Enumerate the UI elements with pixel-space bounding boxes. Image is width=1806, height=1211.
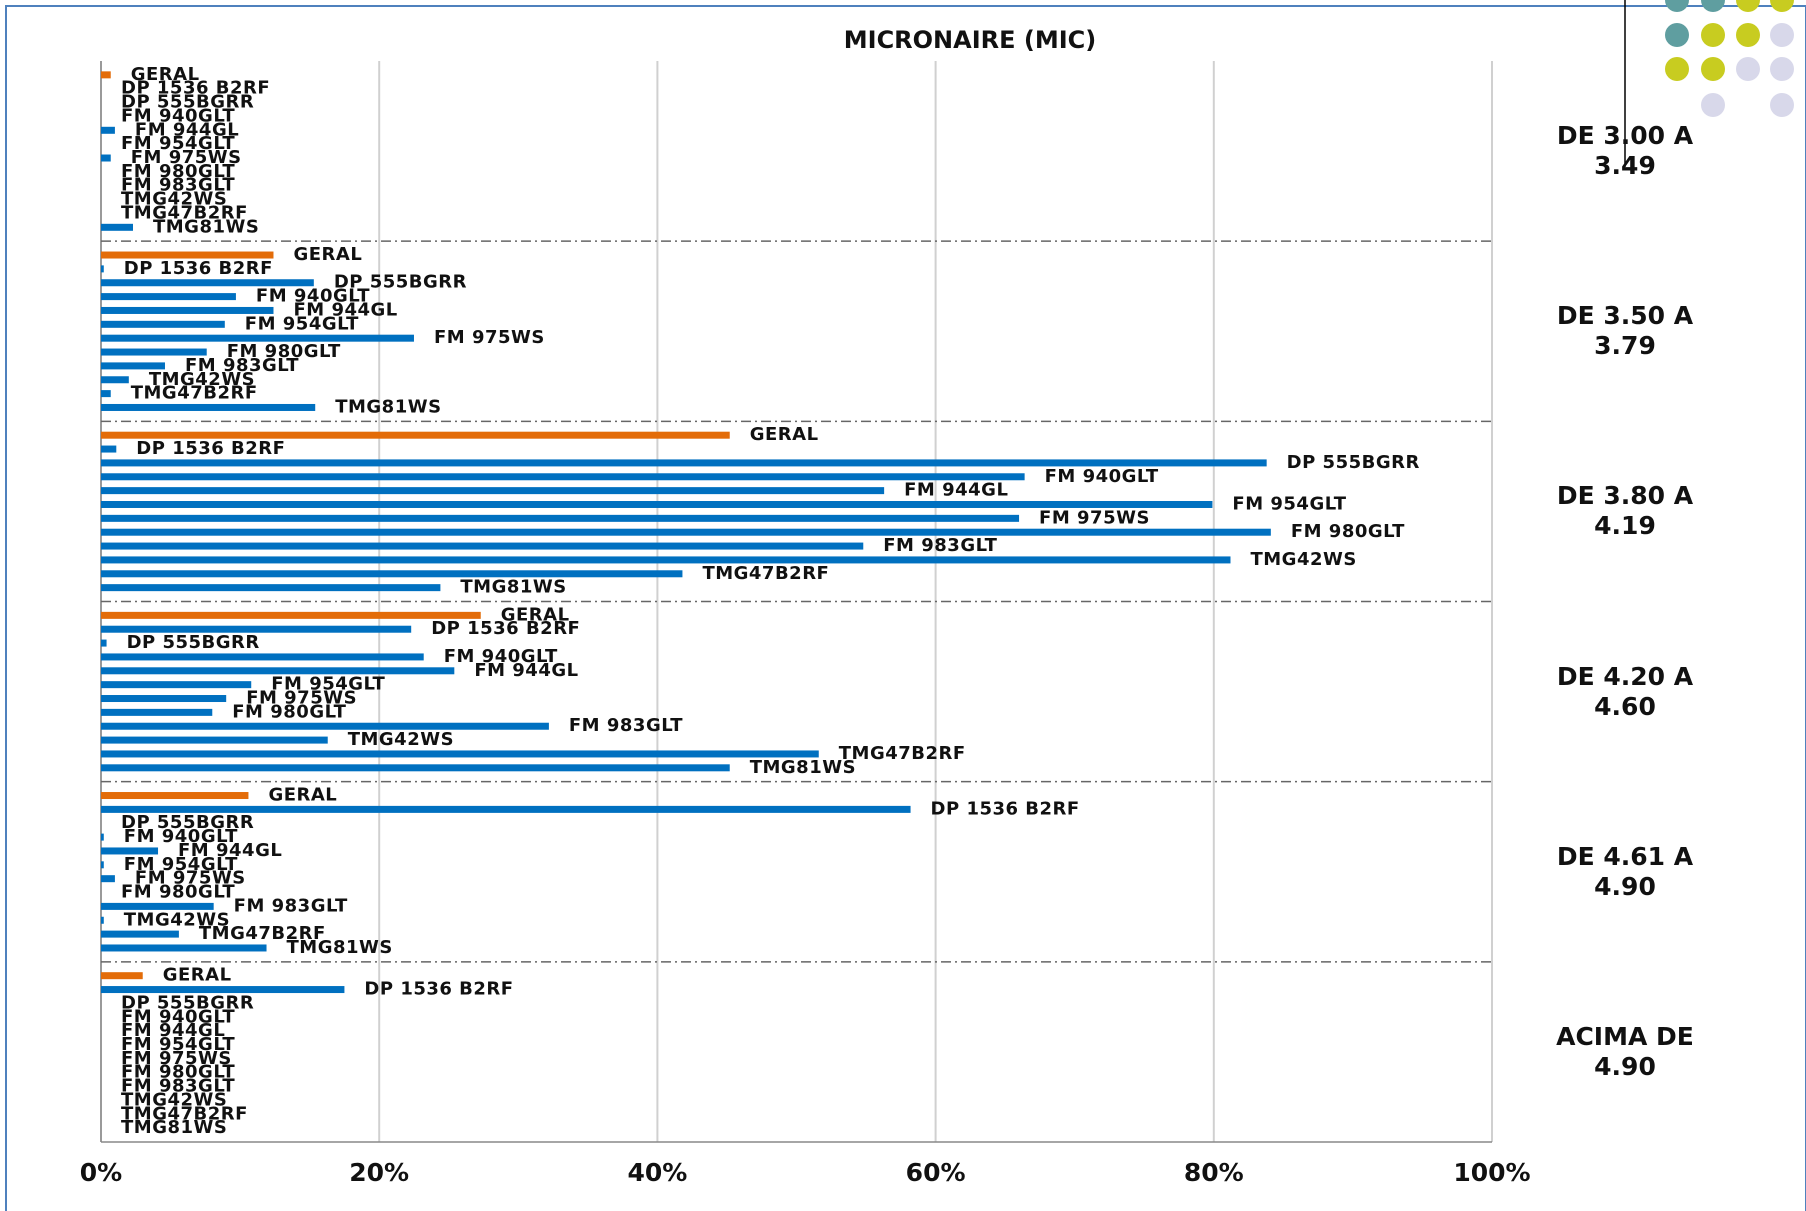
bar-label: FM 983GLT: [883, 535, 997, 556]
bar-label: GERAL: [163, 965, 232, 986]
bar-label: TMG81WS: [460, 577, 566, 598]
bar-label: TMG42WS: [1250, 549, 1356, 570]
bar: [101, 737, 328, 744]
bar: [101, 640, 107, 647]
bar: [101, 556, 1230, 563]
bar-label: TMG47B2RF: [839, 743, 966, 764]
bar-label: TMG42WS: [348, 729, 454, 750]
bar: [101, 390, 111, 397]
bar-label: DP 555BGRR: [127, 632, 260, 653]
bar-label: DP 555BGRR: [1287, 452, 1420, 473]
bar-label: DP 1536 B2RF: [431, 618, 580, 639]
bar: [101, 127, 115, 134]
bar: [101, 972, 143, 979]
bar-label: FM 940GLT: [1045, 466, 1159, 487]
page: MICRONAIRE (MIC) 0% 20% 40% 60% 80% 100% GERAL…: [0, 0, 1806, 1211]
bar-label: TMG81WS: [750, 757, 856, 778]
bar-label: DP 1536 B2RF: [364, 979, 513, 1000]
bar-label: DP 1536 B2RF: [136, 438, 285, 459]
bar-label: GERAL: [293, 244, 362, 265]
bar: [101, 723, 549, 730]
group-label: DE 4.20 A 4.60: [1515, 662, 1735, 722]
bar-label: DP 1536 B2RF: [124, 258, 273, 279]
bar: [101, 543, 863, 550]
bar-label: GERAL: [268, 785, 337, 806]
bar: [101, 764, 730, 771]
bar: [101, 570, 682, 577]
bar-label: TMG81WS: [335, 396, 441, 417]
bar-label: TMG81WS: [121, 1117, 227, 1138]
group-label: DE 3.50 A 3.79: [1515, 301, 1735, 361]
bar-label: TMG81WS: [153, 216, 259, 237]
group-label: DE 3.80 A 4.19: [1515, 481, 1735, 541]
bar-label: TMG47B2RF: [702, 563, 829, 584]
bar: [101, 155, 111, 162]
bar: [101, 321, 225, 328]
group-label: DE 3.00 A 3.49: [1515, 121, 1735, 181]
x-tick-label: 20%: [349, 1158, 409, 1187]
chart-title: MICRONAIRE (MIC): [844, 26, 1097, 54]
bar-label: TMG47B2RF: [131, 383, 258, 404]
bar: [101, 584, 440, 591]
bar: [101, 515, 1019, 522]
bar-label: FM 975WS: [1039, 507, 1150, 528]
bar-label: TMG81WS: [287, 937, 393, 958]
bar: [101, 293, 236, 300]
group-label: DE 4.61 A 4.90: [1515, 842, 1735, 902]
x-tick-label: 100%: [1453, 1158, 1530, 1187]
bar-label: FM 980GLT: [1291, 521, 1405, 542]
bar: [101, 446, 116, 453]
x-tick-label: 40%: [627, 1158, 687, 1187]
bar: [101, 529, 1271, 536]
bar-label: DP 1536 B2RF: [931, 798, 1080, 819]
bar-label: FM 954GLT: [245, 313, 359, 334]
bar: [101, 376, 129, 383]
bar-label: FM 944GL: [474, 660, 578, 681]
bar: [101, 875, 115, 882]
bar: [101, 224, 133, 231]
bar: [101, 404, 315, 411]
bar: [101, 917, 104, 924]
bar: [101, 681, 251, 688]
bar: [101, 612, 481, 619]
group-label: ACIMA DE 4.90: [1515, 1022, 1735, 1082]
bar: [101, 931, 179, 938]
bar: [101, 71, 111, 78]
bar-label: FM 980GLT: [232, 701, 346, 722]
bar-label: FM 983GLT: [569, 715, 683, 736]
bar: [101, 695, 226, 702]
bar: [101, 944, 267, 951]
x-tick-label: 60%: [906, 1158, 966, 1187]
x-tick-label: 80%: [1184, 1158, 1244, 1187]
bar: [101, 792, 248, 799]
bar: [101, 653, 424, 660]
bar-label: FM 944GL: [904, 480, 1008, 501]
bar: [101, 861, 104, 868]
bar: [101, 265, 104, 272]
bar: [101, 709, 212, 716]
bar: [101, 487, 884, 494]
bar-label: GERAL: [750, 424, 819, 445]
bar-label: FM 975WS: [434, 327, 545, 348]
bar-label: FM 954GLT: [1232, 493, 1346, 514]
bar-label: FM 980GLT: [121, 882, 235, 903]
x-tick-label: 0%: [80, 1158, 122, 1187]
bar: [101, 750, 819, 757]
bar: [101, 473, 1025, 480]
bar-label: FM 983GLT: [234, 895, 348, 916]
bar: [101, 834, 104, 841]
